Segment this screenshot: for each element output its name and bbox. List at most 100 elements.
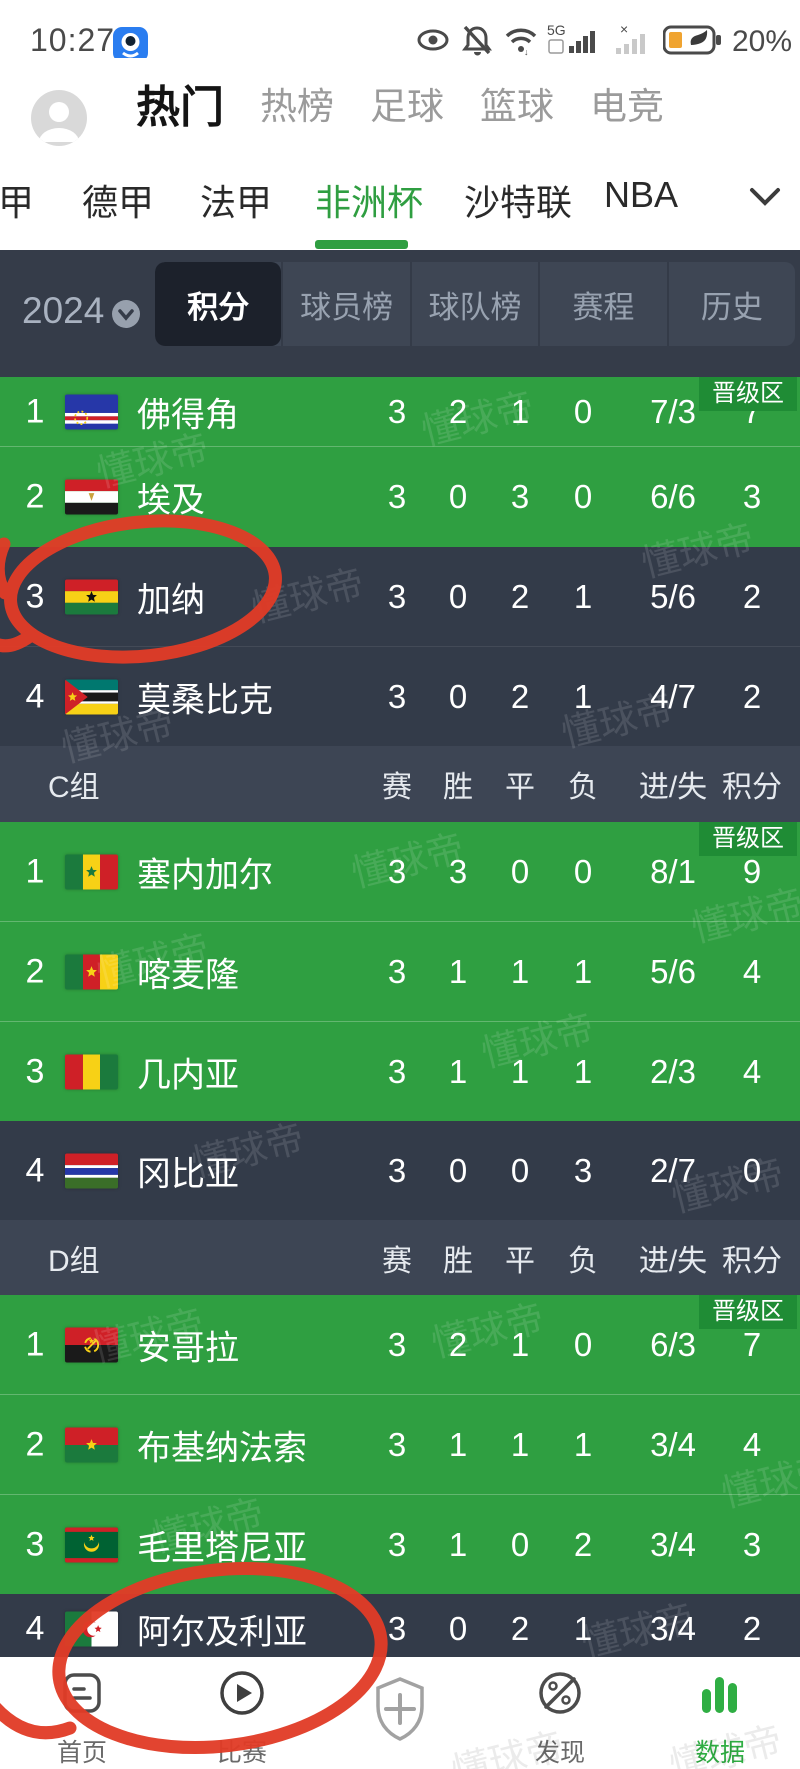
stat-value: 3 [573,1151,593,1189]
standings-view-tabs: 积分 球员榜 球队榜 赛程 历史 [155,262,795,346]
stat-value: 1 [448,1052,468,1090]
nav-item-2[interactable] [330,1657,470,1769]
table-row[interactable]: 4 阿尔及利亚 3 0 2 1 3/4 2 [0,1594,800,1663]
view-tab-3[interactable]: 赛程 [538,262,666,346]
senegal-flag-icon [65,854,118,889]
season-selector[interactable]: 2024 [22,290,141,332]
team-name: 佛得角 [137,396,239,434]
table-row[interactable]: 2 布基纳法索 3 1 1 1 3/4 4 [0,1394,800,1494]
stat-value: 0 [510,1525,530,1563]
chevron-down-icon [112,300,141,328]
view-tab-4[interactable]: 历史 [666,262,795,346]
signal-5g-icon: 5G [547,22,605,63]
column-header: 积分 [722,1244,782,1278]
league-tab-0[interactable]: 甲 [0,182,35,223]
column-header: 胜 [443,1244,473,1278]
stat-value: 6/3 [650,1325,696,1363]
stat-value: 1 [448,952,468,990]
burkina-faso-flag-icon [65,1427,118,1462]
status-bar: 10:27 ↓ 5G × 20% [0,0,800,62]
stat-value: 1 [573,577,593,615]
stat-value: 8/1 [650,852,696,890]
table-row[interactable]: 4 冈比亚 3 0 0 3 2/7 0 [0,1121,800,1220]
stat-value: 3/4 [650,1609,696,1647]
table-row[interactable]: 3 几内亚 3 1 1 1 2/3 4 [0,1021,800,1121]
stat-value: 1 [573,1052,593,1090]
nav-item-0[interactable]: 首页 [12,1657,152,1769]
chevron-down-icon[interactable] [748,184,782,210]
battery-saver-icon [662,22,725,63]
league-tab-4[interactable]: 沙特联 [464,182,573,223]
bottom-nav: 首页 比赛 发现 数据 [0,1657,800,1769]
stat-value: 0 [573,392,593,430]
team-name: 埃及 [137,481,205,520]
group-header-row: C组 赛胜平负 进/失 积分 [0,746,800,822]
cameroon-flag-icon [65,954,118,989]
stat-value: 1 [510,952,530,990]
table-row[interactable]: 4 莫桑比克 3 0 2 1 4/7 2 [0,646,800,746]
view-tab-2[interactable]: 球队榜 [409,262,538,346]
nav-item-1[interactable]: 比赛 [172,1657,312,1769]
elimination-zone: 3 加纳 3 0 2 1 5/6 2 4 莫桑比克 3 0 2 1 4/7 2 [0,547,800,746]
table-row[interactable]: 3 加纳 3 0 2 1 5/6 2 [0,547,800,646]
mozambique-flag-icon [65,679,118,714]
header-tab-0[interactable]: 热门 [136,83,224,132]
avatar[interactable] [31,90,87,146]
nav-item-4[interactable]: 数据 [650,1657,790,1769]
stat-value: 6/6 [650,478,696,515]
stat-value: 3 [448,852,468,890]
stat-value: 3 [387,1525,407,1563]
stat-value: 7 [742,1325,762,1363]
table-row[interactable]: 2 埃及 3 0 3 0 6/6 3 [0,446,800,547]
stat-value: 0 [448,677,468,715]
stat-value: 0 [573,478,593,515]
rank: 4 [25,1151,45,1189]
nav-label: 首页 [56,1739,108,1767]
stat-value: 3/4 [650,1425,696,1463]
nav-item-3[interactable]: 发现 [490,1657,630,1769]
league-tab-2[interactable]: 法甲 [200,182,273,223]
algeria-flag-icon [65,1611,118,1646]
header-tab-1[interactable]: 热榜 [260,86,334,127]
stat-value: 3 [387,1052,407,1090]
stat-value: 3 [510,478,530,515]
team-name: 塞内加尔 [137,856,273,894]
app-header: 热门 热榜 足球 篮球 电竞 [0,58,800,148]
column-header: 积分 [722,771,782,804]
play-circle-icon [218,1669,266,1722]
stat-value: 1 [510,1052,530,1090]
header-tab-4[interactable]: 电竞 [590,86,664,127]
promotion-badge: 晋级区 [699,377,797,411]
league-tab-3[interactable]: 非洲杯 [315,182,424,223]
promotion-badge: 晋级区 [699,1295,797,1329]
stat-value: 3 [387,478,407,515]
league-tab-5[interactable]: NBA [604,174,679,215]
stat-value: 4 [742,1052,762,1090]
table-row[interactable]: 2 喀麦隆 3 1 1 1 5/6 4 [0,921,800,1021]
stat-value: 2 [510,1609,530,1647]
stat-value: 2 [742,677,762,715]
team-name: 阿尔及利亚 [137,1613,307,1651]
stat-value: 2 [510,577,530,615]
header-tab-3[interactable]: 篮球 [480,86,554,127]
stat-value: 1 [573,1425,593,1463]
league-tab-1[interactable]: 德甲 [82,182,155,223]
stat-value: 3 [387,1151,407,1189]
column-header: 赛 [382,1244,412,1278]
table-row[interactable]: 3 毛里塔尼亚 3 1 0 2 3/4 3 [0,1494,800,1594]
stat-value: 3 [742,478,762,515]
view-tab-1[interactable]: 球员榜 [281,262,409,346]
table-row[interactable]: 1 安哥拉 3 2 1 0 6/3 7 [0,1295,800,1394]
home-news-icon [58,1669,106,1722]
shield-plus-icon [369,1669,431,1750]
view-tab-0[interactable]: 积分 [155,262,282,346]
table-row[interactable]: 1 佛得角 3 2 1 0 7/3 7 [0,377,800,446]
table-row[interactable]: 1 塞内加尔 3 3 0 0 8/1 9 [0,822,800,921]
egypt-flag-icon [65,479,118,515]
cape-verde-flag-icon [65,394,118,429]
group-header-row: D组 赛胜平负 进/失 积分 [0,1220,800,1295]
rank: 4 [25,1609,45,1647]
header-tab-2[interactable]: 足球 [370,86,444,127]
rank: 3 [25,1052,45,1090]
rank: 2 [25,952,45,990]
